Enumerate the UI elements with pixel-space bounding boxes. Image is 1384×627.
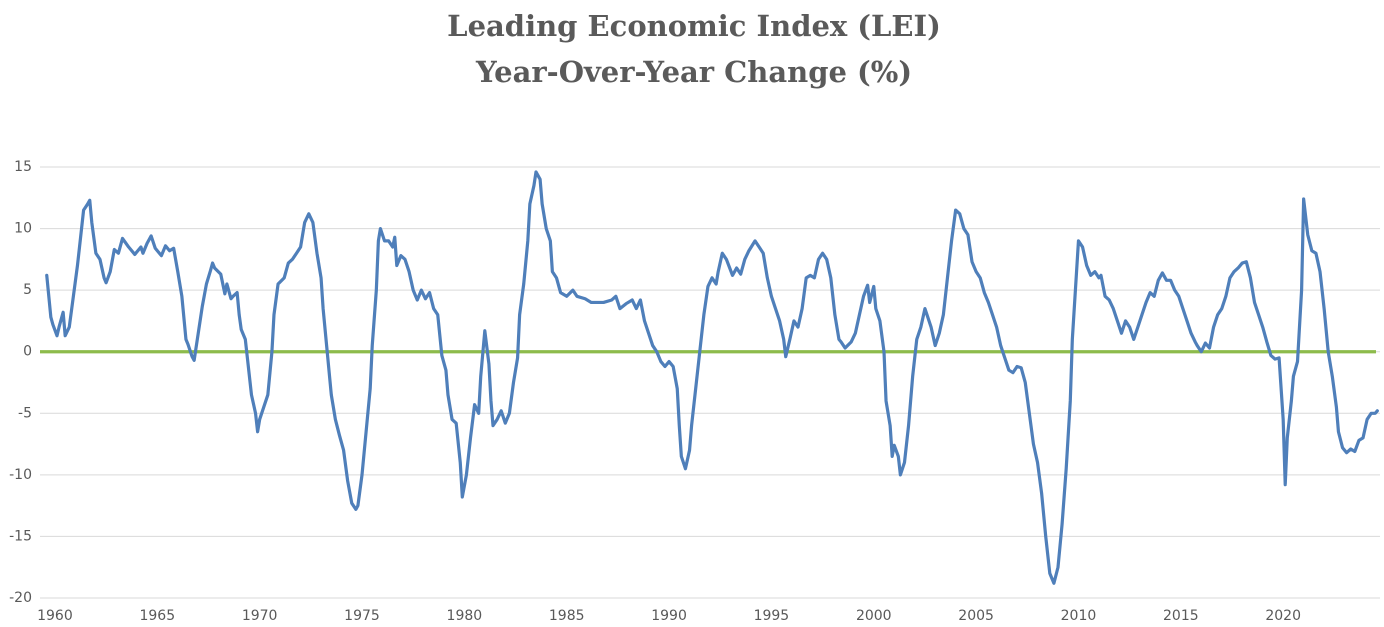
x-tick-label: 1990 <box>651 608 687 624</box>
x-tick-label: 1985 <box>549 608 585 624</box>
chart-subtitle: Year-Over-Year Change (%) <box>475 55 912 89</box>
y-tick-label: 10 <box>14 221 32 237</box>
y-tick-label: 5 <box>23 282 32 298</box>
plot-area <box>40 170 1379 585</box>
y-tick-label: -5 <box>18 405 32 421</box>
y-tick-label: 15 <box>14 159 32 175</box>
y-tick-label: -20 <box>9 590 32 606</box>
x-tick-label: 2005 <box>958 608 994 624</box>
x-tick-label: 2015 <box>1163 608 1199 624</box>
y-tick-label: -15 <box>9 528 32 544</box>
x-tick-label: 1975 <box>344 608 380 624</box>
chart-title: Leading Economic Index (LEI) <box>447 9 941 43</box>
x-tick-label: 1960 <box>37 608 73 624</box>
x-tick-label: 1980 <box>447 608 483 624</box>
x-tick-label: 1995 <box>754 608 790 624</box>
data-line <box>45 170 1379 585</box>
y-tick-label: -10 <box>9 467 32 483</box>
x-tick-label: 2000 <box>856 608 892 624</box>
x-tick-label: 1970 <box>242 608 278 624</box>
x-tick-label: 2010 <box>1061 608 1097 624</box>
x-tick-label: 2020 <box>1265 608 1301 624</box>
y-tick-label: 0 <box>23 344 32 360</box>
x-tick-label: 1965 <box>139 608 175 624</box>
